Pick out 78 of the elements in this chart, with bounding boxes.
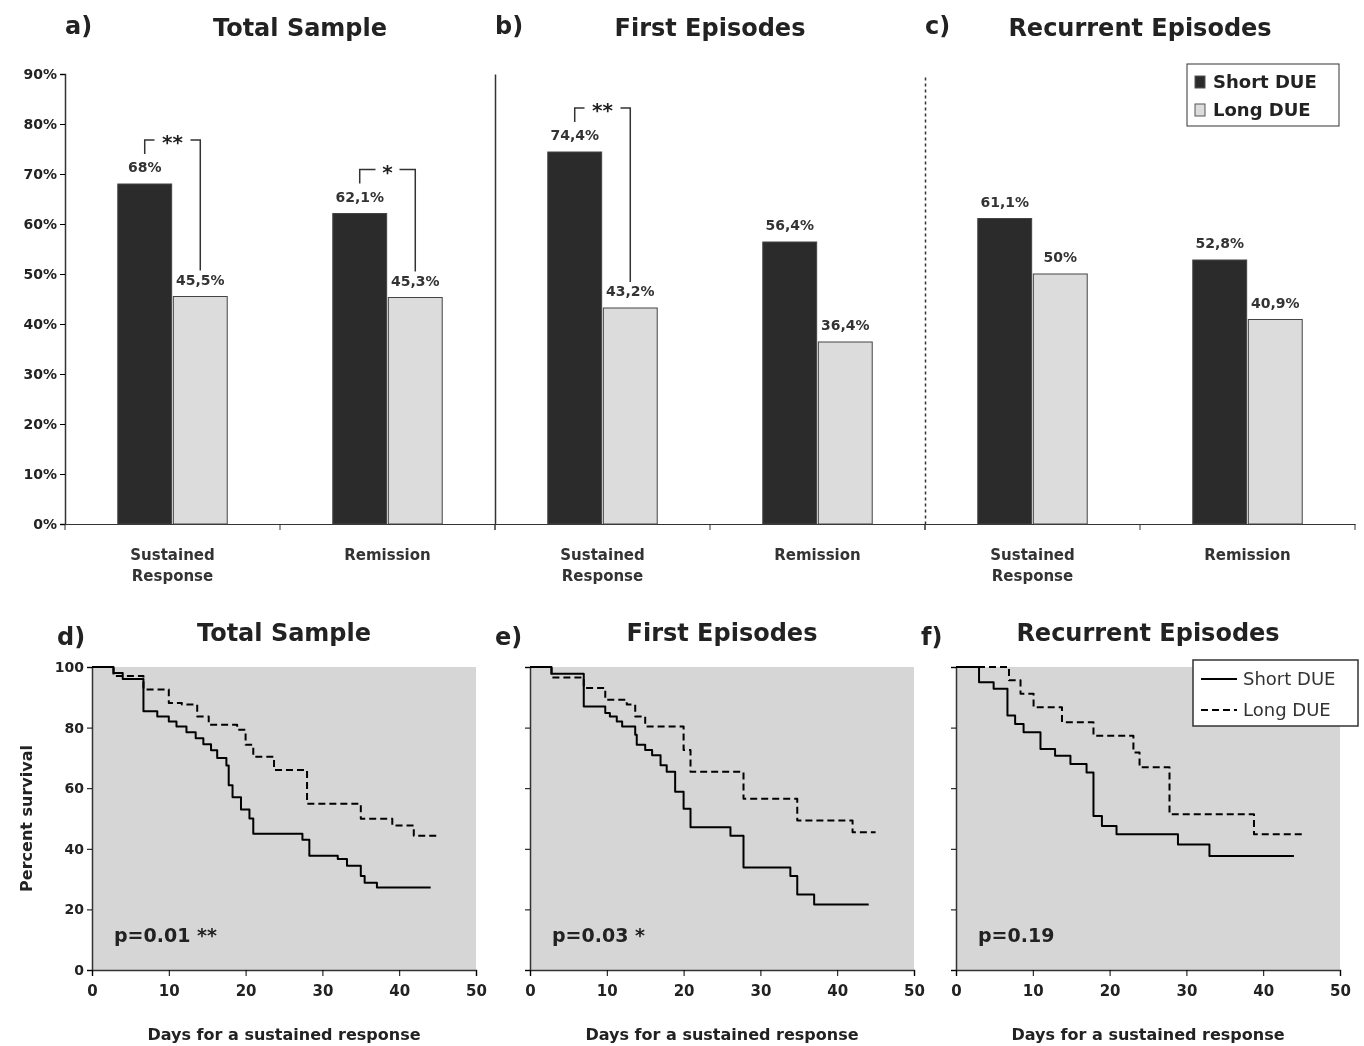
x-tick-label: Remission <box>774 546 861 564</box>
annotation: ** <box>162 130 184 154</box>
x-tick-label: 10 <box>596 981 618 1000</box>
data-label: 45,3% <box>390 272 440 289</box>
annotation: p=0.19 <box>978 924 1055 946</box>
x-tick-label: Remission <box>1204 546 1291 564</box>
y-tick-label: 40 <box>64 840 85 857</box>
x-tick-label: 20 <box>1099 981 1121 1000</box>
legend-label: Short DUE <box>1243 668 1336 689</box>
x-tick-label: Sustained Response <box>130 546 215 585</box>
data-label: 61,1% <box>980 193 1030 210</box>
data-label: 43,2% <box>605 283 655 299</box>
y-tick-label: 0 <box>74 961 85 978</box>
data-label: 68% <box>127 159 162 175</box>
y-tick-label: 60% <box>23 215 57 232</box>
legend-label: Short DUE <box>1213 71 1317 92</box>
x-tick-label: 50 <box>1330 981 1351 1000</box>
x-tick-label: 30 <box>312 981 334 1000</box>
chart-title: Recurrent Episodes <box>1008 14 1272 42</box>
y-tick-label: 90% <box>23 65 57 82</box>
x-tick-label: 20 <box>673 981 695 1000</box>
data-label: 40,9% <box>1250 294 1300 311</box>
x-tick-label: 40 <box>827 981 849 1000</box>
x-tick-label: 10 <box>1022 981 1044 1000</box>
chart-title: First Episodes <box>626 619 818 647</box>
x-axis-title: Days for a sustained response <box>147 1025 421 1044</box>
text: c) <box>925 12 951 40</box>
y-tick-label: 70% <box>23 165 57 182</box>
text: f) <box>921 623 943 651</box>
data-label: 52,8% <box>1195 235 1245 251</box>
y-tick-label: 100 <box>54 658 85 675</box>
x-tick-label: Sustained Response <box>560 546 645 585</box>
y-axis-title: Percent survival <box>17 745 36 892</box>
y-tick-label: 50% <box>23 265 57 282</box>
x-tick-label: 10 <box>158 981 180 1000</box>
x-tick-label: 0 <box>525 981 536 1000</box>
annotation: * <box>382 159 394 184</box>
data-label: 50% <box>1043 249 1078 265</box>
legend-label: Long DUE <box>1213 99 1311 120</box>
y-tick-label: 80% <box>23 115 57 132</box>
x-tick-label: 50 <box>466 981 487 1000</box>
x-tick-label: 30 <box>750 981 772 1000</box>
text: a) <box>65 12 93 40</box>
annotation: ** <box>592 98 614 122</box>
text: d) <box>57 623 86 651</box>
data-label: 74,4% <box>550 127 600 143</box>
data-label: 56,4% <box>765 217 815 233</box>
y-tick-label: 60 <box>64 780 85 797</box>
y-tick-label: 80 <box>64 719 85 736</box>
x-tick-label: Sustained Response <box>990 546 1075 585</box>
chart-title: Recurrent Episodes <box>1016 619 1280 647</box>
data-label: 36,4% <box>820 317 870 333</box>
text: b) <box>495 12 524 40</box>
x-axis-title: Days for a sustained response <box>585 1025 859 1044</box>
chart-title: First Episodes <box>614 14 806 42</box>
y-tick-label: 30% <box>23 365 57 382</box>
annotation: p=0.03 * <box>552 924 646 946</box>
data-label: 45,5% <box>175 271 225 288</box>
x-tick-label: 30 <box>1176 981 1198 1000</box>
text: e) <box>495 623 523 651</box>
y-tick-label: 20% <box>23 415 57 432</box>
x-tick-label: 0 <box>951 981 962 1000</box>
y-tick-label: 10% <box>23 465 57 482</box>
chart-title: Total Sample <box>212 14 388 42</box>
y-tick-label: 0% <box>33 515 57 532</box>
y-tick-label: 40% <box>23 315 57 332</box>
data-label: 62,1% <box>335 188 385 205</box>
annotation: p=0.01 ** <box>114 924 217 946</box>
legend-label: Long DUE <box>1243 699 1331 720</box>
x-tick-label: 0 <box>87 981 98 1000</box>
x-tick-label: 50 <box>904 981 925 1000</box>
x-axis-title: Days for a sustained response <box>1011 1025 1285 1044</box>
x-tick-label: 40 <box>389 981 411 1000</box>
chart-title: Total Sample <box>196 619 372 647</box>
x-tick-label: Remission <box>344 546 431 564</box>
x-tick-label: 40 <box>1253 981 1275 1000</box>
y-tick-label: 20 <box>64 901 85 918</box>
x-tick-label: 20 <box>235 981 257 1000</box>
